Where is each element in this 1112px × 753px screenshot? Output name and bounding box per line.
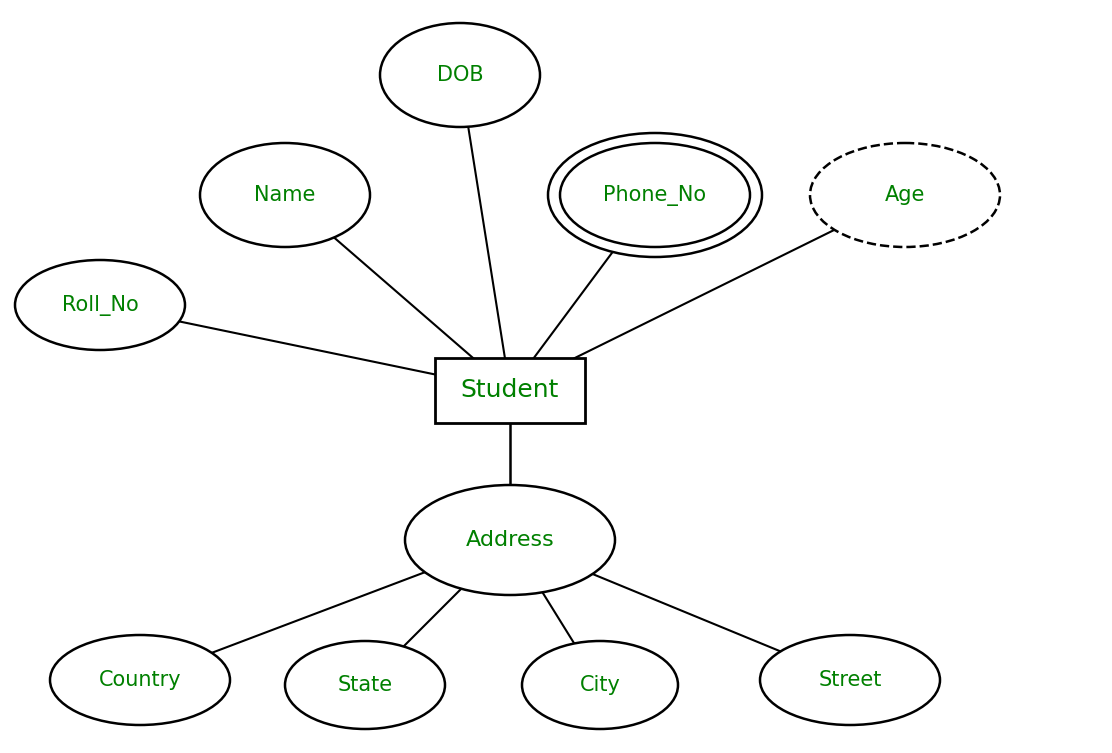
Text: Name: Name	[255, 185, 316, 205]
Text: State: State	[337, 675, 393, 695]
Ellipse shape	[200, 143, 370, 247]
Text: City: City	[579, 675, 620, 695]
Text: Age: Age	[885, 185, 925, 205]
Text: Street: Street	[818, 670, 882, 690]
Ellipse shape	[50, 635, 230, 725]
Ellipse shape	[810, 143, 1000, 247]
Text: DOB: DOB	[437, 65, 484, 85]
Ellipse shape	[14, 260, 185, 350]
Ellipse shape	[759, 635, 940, 725]
Ellipse shape	[405, 485, 615, 595]
Ellipse shape	[522, 641, 678, 729]
Text: Student: Student	[460, 378, 559, 402]
Text: Roll_No: Roll_No	[61, 294, 138, 316]
Ellipse shape	[285, 641, 445, 729]
Text: Country: Country	[99, 670, 181, 690]
Ellipse shape	[548, 133, 762, 257]
Bar	[435, 358, 585, 422]
Text: Address: Address	[466, 530, 555, 550]
Ellipse shape	[380, 23, 540, 127]
Ellipse shape	[560, 143, 749, 247]
Text: Phone_No: Phone_No	[604, 184, 706, 206]
